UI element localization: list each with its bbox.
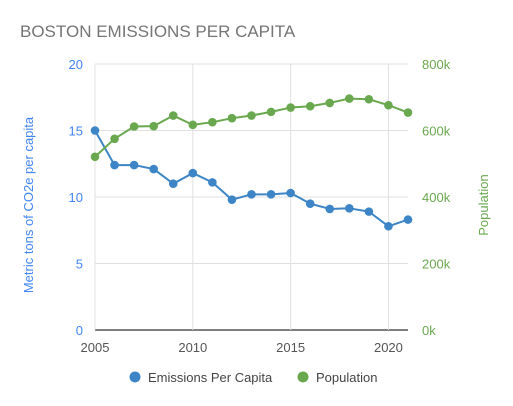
- data-point-population: [90, 152, 100, 162]
- x-tick-label: 2020: [374, 340, 403, 355]
- data-point-emissions-per-capita: [149, 164, 158, 174]
- data-point-emissions-per-capita: [345, 204, 354, 213]
- data-point-emissions-per-capita: [188, 168, 198, 178]
- y-left-axis-label: Metric tons of CO2e per capita: [21, 116, 36, 293]
- legend-marker-population: [297, 371, 309, 383]
- data-point-population: [345, 94, 354, 103]
- y-left-tick-label: 5: [76, 257, 83, 272]
- data-point-population: [247, 111, 256, 120]
- y-right-tick-label: 600k: [422, 124, 451, 139]
- axes: 0 0k 5 200k 10 400k 15 600k 20 800k 2005 2010 2015 20…: [21, 57, 491, 355]
- data-point-population: [325, 98, 335, 108]
- x-tick-label: 2015: [276, 340, 305, 355]
- data-point-population: [364, 94, 374, 104]
- y-right-tick-label: 0k: [422, 323, 436, 338]
- data-point-emissions-per-capita: [364, 207, 374, 216]
- data-point-population: [305, 101, 315, 111]
- y-right-axis-label: Population: [476, 174, 491, 235]
- data-point-emissions-per-capita: [110, 160, 119, 170]
- x-tick-label: 2005: [81, 340, 110, 355]
- data-point-population: [168, 111, 178, 120]
- chart-title: BOSTON EMISSIONS PER CAPITA: [20, 22, 296, 41]
- data-point-population: [384, 100, 393, 110]
- data-point-population: [188, 120, 198, 130]
- data-point-emissions-per-capita: [325, 204, 335, 214]
- y-left-tick-label: 15: [69, 124, 83, 139]
- data-point-population: [149, 121, 158, 131]
- y-right-tick-label: 400k: [422, 190, 451, 205]
- y-right-tick-label: 800k: [422, 57, 451, 72]
- data-point-emissions-per-capita: [305, 199, 315, 208]
- y-left-tick-label: 20: [69, 57, 83, 72]
- y-left-tick-label: 10: [69, 190, 83, 205]
- data-point-population: [266, 107, 276, 117]
- data-point-emissions-per-capita: [403, 215, 413, 224]
- data-point-emissions-per-capita: [90, 126, 100, 135]
- x-tick-label: 2010: [178, 340, 207, 355]
- data-point-emissions-per-capita: [266, 190, 276, 199]
- data-point-emissions-per-capita: [208, 178, 217, 187]
- data-point-emissions-per-capita: [247, 190, 256, 199]
- series-line-population: [94, 97, 409, 158]
- legend-label-population: Population: [316, 370, 377, 385]
- data-point-population: [208, 117, 217, 127]
- grid-lines: [94, 63, 408, 331]
- data-point-emissions-per-capita: [129, 160, 139, 170]
- data-point-emissions-per-capita: [227, 195, 237, 204]
- y-left-tick-label: 0: [76, 323, 83, 338]
- y-right-tick-label: 200k: [422, 257, 451, 272]
- data-point-population: [110, 134, 119, 144]
- series-line-emissions-per-capita: [94, 130, 409, 228]
- series-layer: [90, 94, 413, 231]
- data-point-population: [403, 108, 413, 117]
- data-point-population: [227, 113, 237, 123]
- data-point-population: [129, 122, 139, 131]
- legend-marker-emissions-per-capita: [129, 371, 141, 383]
- data-point-population: [286, 103, 295, 112]
- data-point-emissions-per-capita: [168, 179, 178, 188]
- data-point-emissions-per-capita: [384, 221, 393, 231]
- legend: Emissions Per Capita Population: [129, 370, 377, 385]
- data-point-emissions-per-capita: [286, 188, 295, 198]
- legend-label-emissions-per-capita: Emissions Per Capita: [148, 370, 273, 385]
